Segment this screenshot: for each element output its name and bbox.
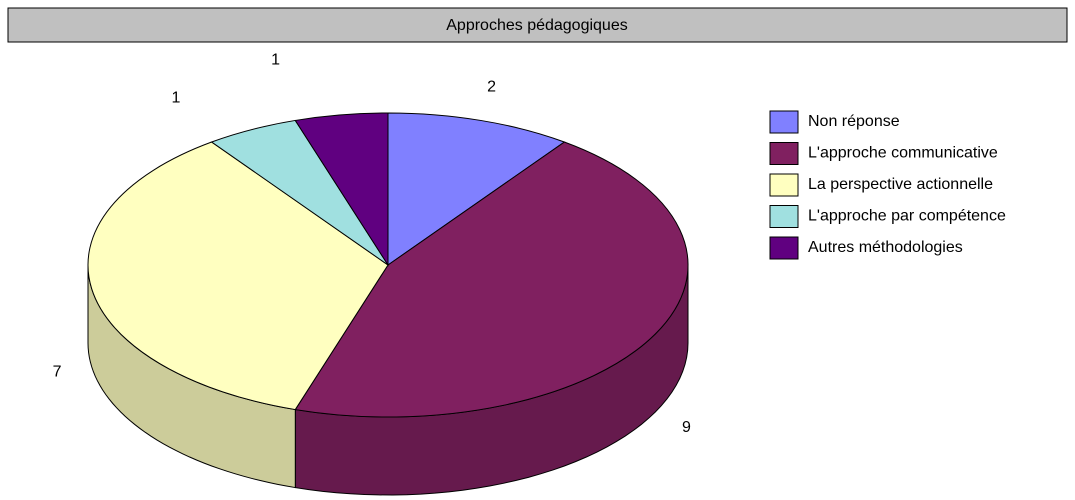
legend-label: Non réponse [808,113,900,130]
legend-swatch [769,236,799,260]
legend-swatch [769,142,799,165]
pie-slice [294,141,689,418]
pie-slice [87,141,389,411]
data-label: 2 [487,78,496,95]
title-bar [7,7,1068,43]
legend-label: L'approche par compétence [808,208,1006,225]
legend-label: Autres méthodologies [808,239,963,256]
data-label: 9 [682,419,691,436]
chart-title: Approches pédagogiques [446,17,627,34]
legend-swatch [769,173,799,197]
data-label: 1 [171,90,180,107]
pie-slice [294,112,389,267]
legend-label: La perspective actionnelle [808,176,993,193]
legend-swatch [769,205,799,228]
legend-label: L'approche communicative [808,145,998,162]
data-label: 7 [53,363,62,380]
pie-slice [387,112,566,266]
legend-swatch [769,110,799,134]
data-label: 1 [271,52,280,69]
